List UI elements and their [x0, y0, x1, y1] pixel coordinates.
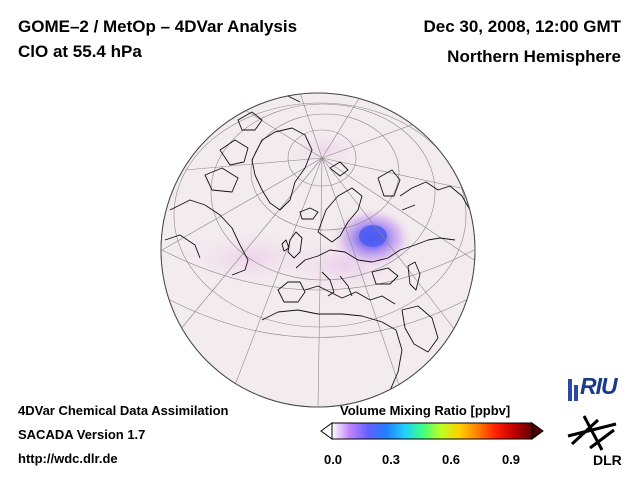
colorbar: [320, 422, 544, 440]
graticule: [161, 93, 475, 407]
colorbar-tick-1: 0.3: [381, 452, 401, 467]
coastlines: [164, 95, 471, 396]
vmr-anomaly-core: [359, 225, 387, 247]
colorbar-left-arrow: [320, 422, 333, 440]
page-title: GOME–2 / MetOp – 4DVar Analysis: [18, 17, 298, 36]
vmr-soft-polar: [285, 128, 365, 172]
colorbar-ramp: [331, 422, 533, 440]
species-label: ClO at 55.4 hPa: [18, 42, 142, 61]
dlr-logo-icon: [567, 415, 617, 451]
riu-logo-icon: [568, 379, 578, 401]
colorbar-right-arrow: [531, 422, 544, 440]
colorbar-tick-0: 0.0: [323, 452, 343, 467]
colorbar-title: Volume Mixing Ratio [ppbv]: [340, 403, 511, 418]
colorbar-tick-2: 0.6: [441, 452, 461, 467]
riu-logo-text: RIU: [580, 373, 618, 399]
colorbar-tick-3: 0.9: [501, 452, 521, 467]
riu-logo: RIU: [566, 373, 628, 403]
dlr-logo-text: DLR: [593, 452, 622, 468]
dlr-logo: DLR: [562, 410, 622, 470]
region-label: Northern Hemisphere: [447, 47, 621, 66]
footer-assimilation: 4DVar Chemical Data Assimilation: [18, 403, 229, 418]
footer-version: SACADA Version 1.7: [18, 427, 146, 442]
datetime-label: Dec 30, 2008, 12:00 GMT: [423, 17, 621, 36]
footer-url[interactable]: http://wdc.dlr.de: [18, 451, 118, 466]
vmr-soft-band: [180, 230, 320, 286]
